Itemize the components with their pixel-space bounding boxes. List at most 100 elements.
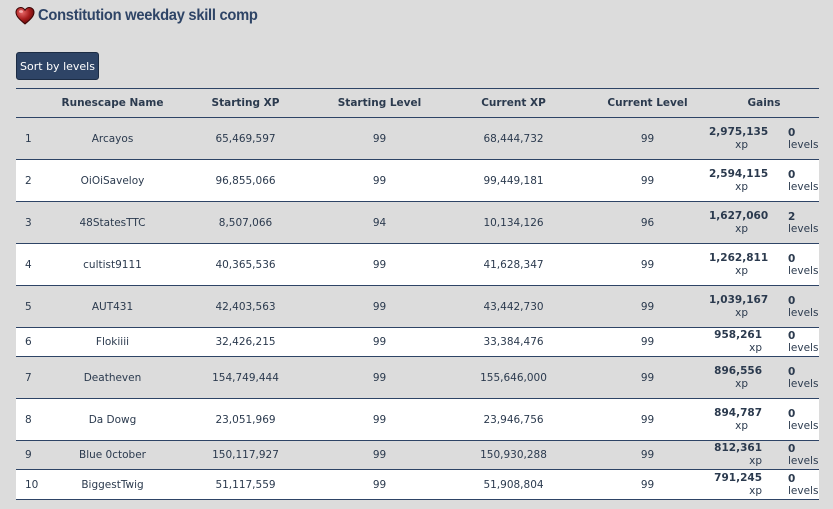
starting-level-cell: 99 bbox=[318, 440, 441, 470]
gain-levels-value: 2 bbox=[788, 210, 796, 223]
header-rank bbox=[16, 88, 52, 118]
starting-level-cell: 99 bbox=[318, 327, 441, 357]
rank-cell: 1 bbox=[16, 117, 52, 160]
gain-xp-cell: 2,975,135 xp bbox=[709, 117, 768, 160]
gain-xp-value: 894,787 bbox=[714, 406, 762, 419]
levels-unit-label: levels bbox=[788, 419, 819, 432]
rank-cell: 8 bbox=[16, 398, 52, 441]
header-current-xp[interactable]: Current XP bbox=[441, 88, 586, 118]
gain-levels-cell: 0 levels bbox=[764, 398, 819, 441]
gain-xp-cell: 958,261 xp bbox=[709, 327, 764, 357]
header-gains[interactable]: Gains bbox=[709, 88, 819, 118]
starting-level-cell: 99 bbox=[318, 398, 441, 441]
gain-levels-cell: 0 levels bbox=[764, 440, 819, 470]
rank-cell: 7 bbox=[16, 356, 52, 399]
current-xp-cell: 43,442,730 bbox=[441, 285, 586, 328]
starting-level-cell: 99 bbox=[318, 469, 441, 500]
name-cell: Deatheven bbox=[52, 356, 173, 399]
gain-levels-value: 0 bbox=[788, 330, 796, 342]
gain-levels-value: 0 bbox=[788, 126, 796, 139]
current-xp-cell: 51,908,804 bbox=[441, 469, 586, 500]
gain-xp-value: 1,039,167 bbox=[709, 293, 769, 306]
header-runescape-name[interactable]: Runescape Name bbox=[52, 88, 173, 118]
starting-xp-cell: 154,749,444 bbox=[173, 356, 318, 399]
table-row: 4 cultist9111 40,365,536 99 41,628,347 9… bbox=[16, 243, 819, 286]
gain-xp-cell: 1,627,060 xp bbox=[709, 201, 768, 244]
starting-xp-cell: 96,855,066 bbox=[173, 159, 318, 202]
starting-level-cell: 99 bbox=[318, 356, 441, 399]
xp-unit-label: xp bbox=[735, 419, 748, 432]
current-level-cell: 99 bbox=[586, 159, 709, 202]
current-level-cell: 96 bbox=[586, 201, 709, 244]
current-level-cell: 99 bbox=[586, 440, 709, 470]
gain-levels-cell: 0 levels bbox=[764, 243, 819, 286]
starting-xp-cell: 42,403,563 bbox=[173, 285, 318, 328]
current-xp-cell: 41,628,347 bbox=[441, 243, 586, 286]
table-row: 3 48StatesTTC 8,507,066 94 10,134,126 96… bbox=[16, 201, 819, 244]
levels-unit-label: levels bbox=[788, 342, 819, 354]
current-level-cell: 99 bbox=[586, 327, 709, 357]
gain-levels-cell: 0 levels bbox=[764, 327, 819, 357]
name-cell: Da Dowg bbox=[52, 398, 173, 441]
name-cell: Arcayos bbox=[52, 117, 173, 160]
table-row: 9 Blue 0ctober 150,117,927 99 150,930,28… bbox=[16, 440, 819, 470]
gain-xp-cell: 894,787 xp bbox=[709, 398, 764, 441]
header-starting-level[interactable]: Starting Level bbox=[318, 88, 441, 118]
gain-xp-value: 958,261 bbox=[714, 329, 762, 341]
name-cell: OiOiSaveloy bbox=[52, 159, 173, 202]
sort-by-levels-button[interactable]: Sort by levels bbox=[16, 52, 99, 80]
levels-unit-label: levels bbox=[788, 484, 819, 497]
results-table: Runescape Name Starting XP Starting Leve… bbox=[16, 88, 819, 500]
gain-levels-cell: 0 levels bbox=[764, 356, 819, 399]
page-header: Constitution weekday skill comp bbox=[15, 6, 277, 26]
gain-xp-cell: 791,245 xp bbox=[709, 469, 764, 500]
current-xp-cell: 33,384,476 bbox=[441, 327, 586, 357]
starting-level-cell: 99 bbox=[318, 285, 441, 328]
current-xp-cell: 68,444,732 bbox=[441, 117, 586, 160]
gain-xp-value: 2,975,135 bbox=[709, 125, 769, 138]
gain-levels-cell: 0 levels bbox=[764, 469, 819, 500]
starting-level-cell: 94 bbox=[318, 201, 441, 244]
starting-level-cell: 99 bbox=[318, 159, 441, 202]
name-cell: Blue 0ctober bbox=[52, 440, 173, 470]
table-row: 8 Da Dowg 23,051,969 99 23,946,756 99 89… bbox=[16, 398, 819, 441]
starting-xp-cell: 32,426,215 bbox=[173, 327, 318, 357]
gain-levels-cell: 0 levels bbox=[764, 159, 819, 202]
levels-unit-label: levels bbox=[788, 264, 819, 277]
heart-icon bbox=[15, 6, 35, 26]
xp-unit-label: xp bbox=[749, 484, 762, 497]
rank-cell: 2 bbox=[16, 159, 52, 202]
current-level-cell: 99 bbox=[586, 469, 709, 500]
starting-xp-cell: 23,051,969 bbox=[173, 398, 318, 441]
levels-unit-label: levels bbox=[788, 180, 819, 193]
current-level-cell: 99 bbox=[586, 243, 709, 286]
xp-unit-label: xp bbox=[735, 306, 748, 319]
gain-levels-value: 0 bbox=[788, 294, 796, 307]
table-row: 10 BiggestTwig 51,117,559 99 51,908,804 … bbox=[16, 469, 819, 500]
xp-unit-label: xp bbox=[735, 138, 748, 151]
levels-unit-label: levels bbox=[788, 455, 819, 467]
rank-cell: 3 bbox=[16, 201, 52, 244]
current-level-cell: 99 bbox=[586, 117, 709, 160]
rank-cell: 9 bbox=[16, 440, 52, 470]
gain-xp-value: 2,594,115 bbox=[709, 167, 769, 180]
starting-xp-cell: 40,365,536 bbox=[173, 243, 318, 286]
table-row: 7 Deatheven 154,749,444 99 155,646,000 9… bbox=[16, 356, 819, 399]
table-row: 5 AUT431 42,403,563 99 43,442,730 99 1,0… bbox=[16, 285, 819, 328]
xp-unit-label: xp bbox=[749, 455, 762, 467]
gain-levels-value: 0 bbox=[788, 407, 796, 420]
gain-levels-value: 0 bbox=[788, 168, 796, 181]
current-xp-cell: 23,946,756 bbox=[441, 398, 586, 441]
header-starting-xp[interactable]: Starting XP bbox=[173, 88, 318, 118]
current-xp-cell: 155,646,000 bbox=[441, 356, 586, 399]
current-level-cell: 99 bbox=[586, 285, 709, 328]
current-xp-cell: 150,930,288 bbox=[441, 440, 586, 470]
table-row: 1 Arcayos 65,469,597 99 68,444,732 99 2,… bbox=[16, 117, 819, 160]
gain-xp-value: 1,262,811 bbox=[709, 251, 769, 264]
table-row: 2 OiOiSaveloy 96,855,066 99 99,449,181 9… bbox=[16, 159, 819, 202]
rank-cell: 4 bbox=[16, 243, 52, 286]
levels-unit-label: levels bbox=[788, 222, 819, 235]
xp-unit-label: xp bbox=[735, 222, 748, 235]
header-current-level[interactable]: Current Level bbox=[586, 88, 709, 118]
table-header-row: Runescape Name Starting XP Starting Leve… bbox=[16, 88, 819, 118]
